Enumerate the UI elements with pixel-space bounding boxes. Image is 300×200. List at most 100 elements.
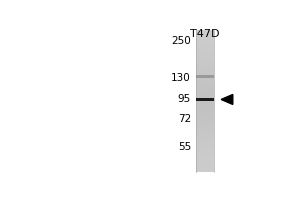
Bar [196, 110, 214, 111]
Bar [196, 154, 214, 155]
Bar [196, 126, 214, 127]
Bar [196, 36, 214, 37]
Bar [196, 74, 214, 75]
Bar [196, 112, 214, 113]
Bar [196, 131, 214, 132]
Bar [196, 47, 214, 48]
Bar [196, 75, 214, 76]
Bar [196, 127, 214, 128]
Bar [196, 142, 214, 143]
Bar [196, 129, 214, 130]
Bar [196, 97, 214, 98]
Bar [196, 146, 214, 147]
Bar [196, 42, 214, 43]
Bar [196, 137, 214, 138]
Bar [196, 46, 214, 47]
Bar [196, 80, 214, 81]
Bar [196, 101, 214, 102]
Bar [196, 64, 214, 65]
Bar [196, 98, 214, 99]
Text: 250: 250 [171, 36, 191, 46]
Bar [196, 92, 214, 93]
Bar [196, 128, 214, 129]
Bar [196, 168, 214, 169]
Bar [196, 120, 214, 121]
Bar [196, 52, 214, 53]
Bar [196, 98, 214, 101]
Bar [196, 132, 214, 133]
Bar [196, 81, 214, 82]
Bar [196, 30, 214, 31]
Bar [196, 63, 214, 64]
Bar [196, 56, 214, 57]
Bar [196, 85, 214, 86]
Bar [196, 148, 214, 149]
Bar [196, 105, 214, 106]
Bar [196, 65, 214, 66]
Bar [196, 51, 214, 52]
Text: 95: 95 [178, 94, 191, 104]
Bar [196, 90, 214, 91]
Bar [196, 133, 214, 134]
Bar [196, 45, 214, 46]
Text: 72: 72 [178, 114, 191, 124]
Bar [196, 139, 214, 140]
Bar [196, 109, 214, 110]
Bar [196, 75, 214, 78]
Bar [196, 100, 214, 101]
Bar [196, 161, 214, 162]
Bar [196, 50, 214, 51]
Bar [196, 37, 214, 38]
Bar [196, 162, 214, 163]
Bar [196, 57, 214, 58]
Bar [196, 95, 214, 96]
Bar [196, 147, 214, 148]
Bar [196, 39, 214, 40]
Bar [196, 54, 214, 55]
Bar [196, 94, 214, 95]
Bar [196, 163, 214, 164]
Bar [196, 66, 214, 67]
Bar [196, 169, 214, 170]
Bar [196, 124, 214, 125]
Bar [196, 143, 214, 144]
Bar [196, 117, 214, 118]
Bar [196, 104, 214, 105]
Bar [196, 140, 214, 141]
Bar [196, 55, 214, 56]
Bar [196, 59, 214, 60]
Bar [196, 153, 214, 154]
Bar [196, 38, 214, 39]
Bar [196, 116, 214, 117]
Bar [196, 35, 214, 36]
Text: T47D: T47D [190, 29, 220, 39]
Bar [196, 40, 214, 41]
Bar [196, 130, 214, 131]
Bar [196, 164, 214, 165]
Bar [196, 41, 214, 42]
Bar [196, 123, 214, 124]
Bar [196, 77, 214, 78]
Bar [196, 34, 214, 35]
Bar [196, 84, 214, 85]
Bar [196, 170, 214, 171]
Bar [196, 70, 214, 71]
Bar [196, 149, 214, 150]
Bar [196, 165, 214, 166]
Bar [196, 91, 214, 92]
Bar [196, 107, 214, 108]
Bar [196, 31, 214, 32]
Bar [196, 125, 214, 126]
Bar [196, 48, 214, 49]
Bar [196, 118, 214, 119]
Bar [196, 43, 214, 44]
Bar [196, 171, 214, 172]
Bar [196, 144, 214, 145]
Bar [196, 62, 214, 63]
Bar [196, 44, 214, 45]
Bar [196, 138, 214, 139]
Bar [196, 83, 214, 84]
Bar [196, 145, 214, 146]
Bar [196, 76, 214, 77]
Bar [196, 49, 214, 50]
